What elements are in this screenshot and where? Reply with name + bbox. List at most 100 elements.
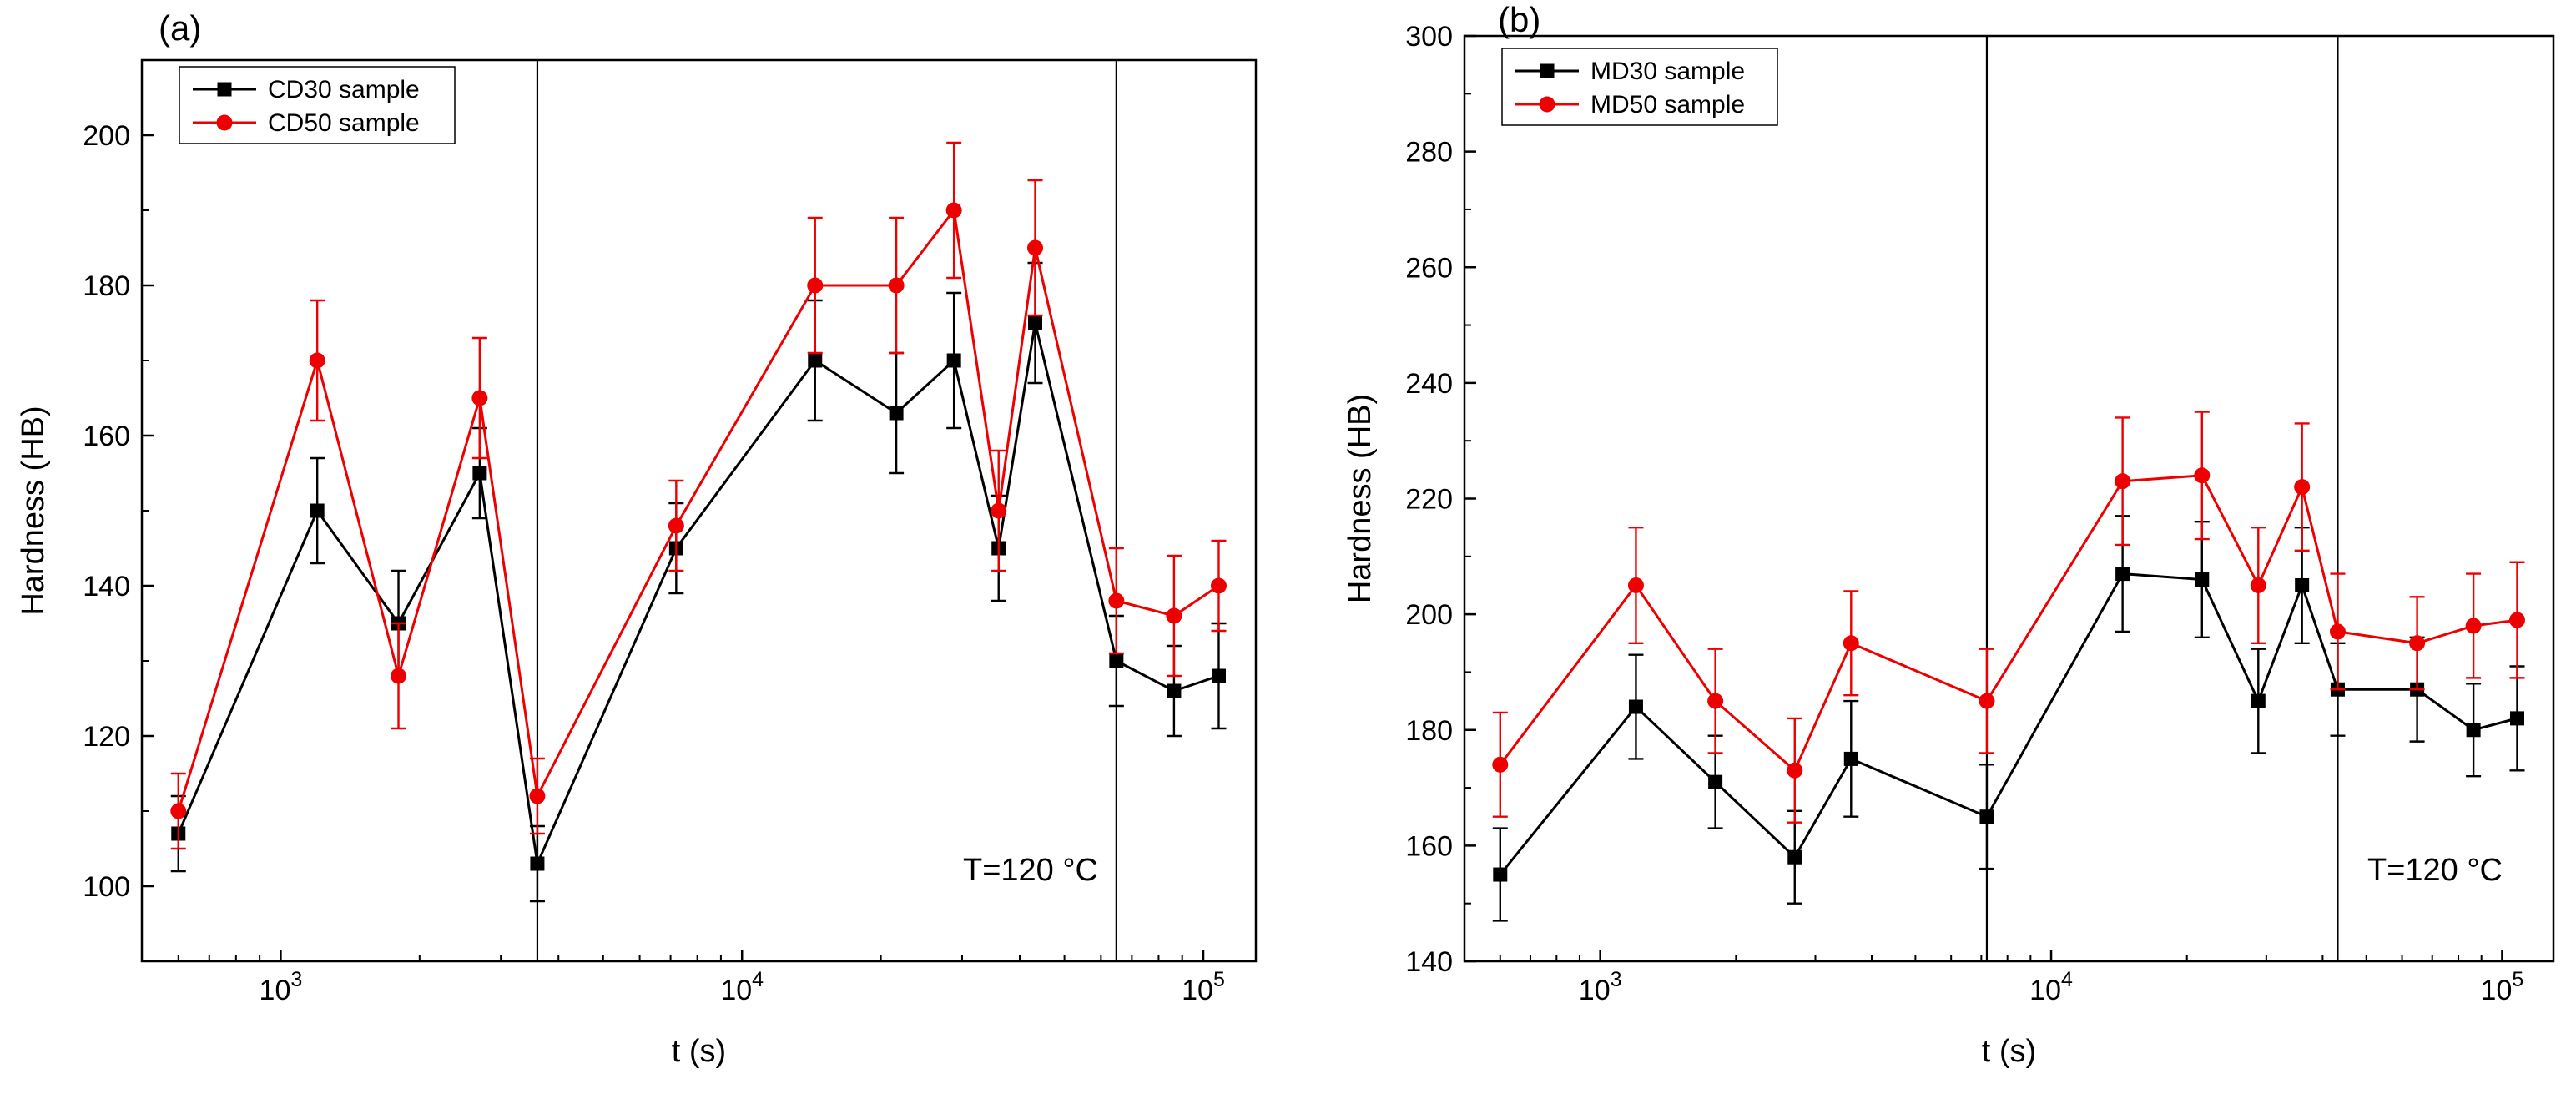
y-tick-label: 240 [1405, 368, 1453, 400]
data-point-square [1028, 315, 1043, 330]
data-point-circle [668, 517, 684, 534]
x-tick-label: 105 [2481, 968, 2524, 1006]
data-point-square [2466, 723, 2481, 738]
y-tick-label: 300 [1405, 21, 1453, 53]
data-point-square [946, 353, 961, 368]
legend-box [179, 66, 456, 144]
data-point-circle [2194, 467, 2211, 484]
data-point-square [1628, 699, 1643, 714]
data-point-square [1167, 683, 1182, 698]
data-point-circle [1027, 239, 1044, 256]
data-point-circle [2115, 473, 2131, 490]
data-point-circle [1787, 762, 1803, 779]
data-point-circle [2465, 618, 2482, 634]
y-tick-label: 260 [1405, 252, 1453, 284]
data-point-circle [1843, 635, 1859, 652]
data-point-square [2251, 693, 2266, 708]
data-point-circle [2409, 635, 2426, 652]
x-tick-label: 103 [260, 968, 303, 1006]
data-point-circle [1166, 607, 1182, 624]
data-point-circle [529, 788, 546, 804]
data-point-circle [1108, 592, 1125, 609]
data-point-circle [1707, 693, 1724, 709]
y-axis-label: Hardness (HB) [1343, 394, 1378, 603]
y-axis-label: Hardness (HB) [16, 406, 51, 615]
x-tick-label: 104 [2029, 968, 2073, 1006]
data-point-square [2115, 567, 2130, 582]
legend-label: MD30 sample [1590, 58, 1745, 85]
y-tick-label: 180 [83, 270, 130, 302]
legend-label: MD50 sample [1590, 91, 1745, 118]
series-line [1499, 474, 2518, 773]
data-point-square [1979, 809, 1994, 824]
legend-marker [1539, 96, 1555, 113]
chart-panel-a: 100 120 140 160 180 200 103 104 105 CD30 sample CD… [16, 8, 1258, 1069]
y-tick-label: 220 [1405, 484, 1453, 516]
y-tick-label: 140 [1405, 946, 1453, 978]
x-axis-label: t (s) [672, 1034, 726, 1069]
data-point-square [1787, 849, 1802, 865]
y-tick-label: 180 [1405, 715, 1453, 747]
temperature-annotation: T=120 °C [2367, 853, 2503, 888]
data-point-circle [945, 202, 962, 219]
data-point-circle [170, 803, 187, 819]
data-point-square [472, 466, 487, 481]
series-line [177, 207, 1220, 812]
y-tick-label: 200 [1405, 599, 1453, 631]
data-point-circle [1492, 756, 1509, 773]
data-point-square [530, 856, 545, 871]
y-tick-label: 140 [83, 571, 130, 602]
data-point-circle [2294, 479, 2311, 496]
data-point-circle [1210, 577, 1227, 594]
legend-box [1501, 48, 1778, 126]
y-tick-label: 160 [1405, 830, 1453, 862]
chart-panel-b: 140 160 180 200 220 240 260 280 300 103 104 105 MD30… [1293, 0, 2576, 1109]
data-point-circle [309, 352, 325, 369]
legend-marker [216, 114, 233, 131]
plot-border [1463, 34, 2555, 963]
temperature-annotation: T=120 °C [963, 853, 1098, 888]
data-point-square [1109, 653, 1124, 668]
x-tick-label: 105 [1182, 968, 1225, 1006]
data-point-circle [2250, 577, 2266, 593]
data-point-square [2509, 711, 2524, 726]
data-point-square [1211, 668, 1226, 683]
data-point-square [889, 406, 904, 421]
data-point-square [808, 353, 823, 368]
legend-label: CD50 sample [268, 109, 420, 137]
data-point-square [1493, 867, 1508, 882]
data-point-circle [2508, 612, 2525, 628]
data-point-square [1843, 751, 1858, 766]
y-tick-label: 120 [83, 721, 130, 753]
x-tick-label: 103 [1579, 968, 1622, 1006]
legend-marker [1540, 63, 1555, 78]
y-tick-label: 200 [83, 120, 130, 152]
legend-marker [217, 82, 232, 97]
data-point-circle [471, 390, 488, 406]
x-axis-label: t (s) [1982, 1034, 2036, 1069]
data-point-circle [888, 277, 905, 294]
data-point-circle [2329, 623, 2346, 640]
data-point-circle [391, 668, 407, 684]
x-tick-label: 104 [720, 968, 764, 1006]
y-tick-label: 280 [1405, 137, 1453, 169]
data-point-square [2295, 577, 2310, 592]
panel-label: (b) [1498, 0, 1540, 39]
y-tick-label: 100 [83, 871, 130, 903]
data-point-circle [1979, 693, 1995, 709]
chart-a-svg: 100 120 140 160 180 200 103 104 105 CD30 sample CD… [16, 8, 1258, 1069]
data-point-square [310, 503, 325, 518]
data-point-circle [991, 502, 1007, 519]
data-point-square [1708, 774, 1723, 789]
chart-b-svg: 140 160 180 200 220 240 260 280 300 103 104 105 MD30… [1343, 0, 2555, 1069]
plot-border [140, 58, 1258, 963]
data-point-square [2195, 572, 2210, 587]
data-point-circle [1627, 577, 1644, 593]
y-tick-label: 160 [83, 421, 130, 452]
series-line [1499, 572, 2518, 875]
panel-label: (a) [159, 8, 201, 48]
data-point-circle [807, 277, 824, 294]
legend-label: CD30 sample [268, 76, 420, 103]
series-line [177, 322, 1219, 869]
